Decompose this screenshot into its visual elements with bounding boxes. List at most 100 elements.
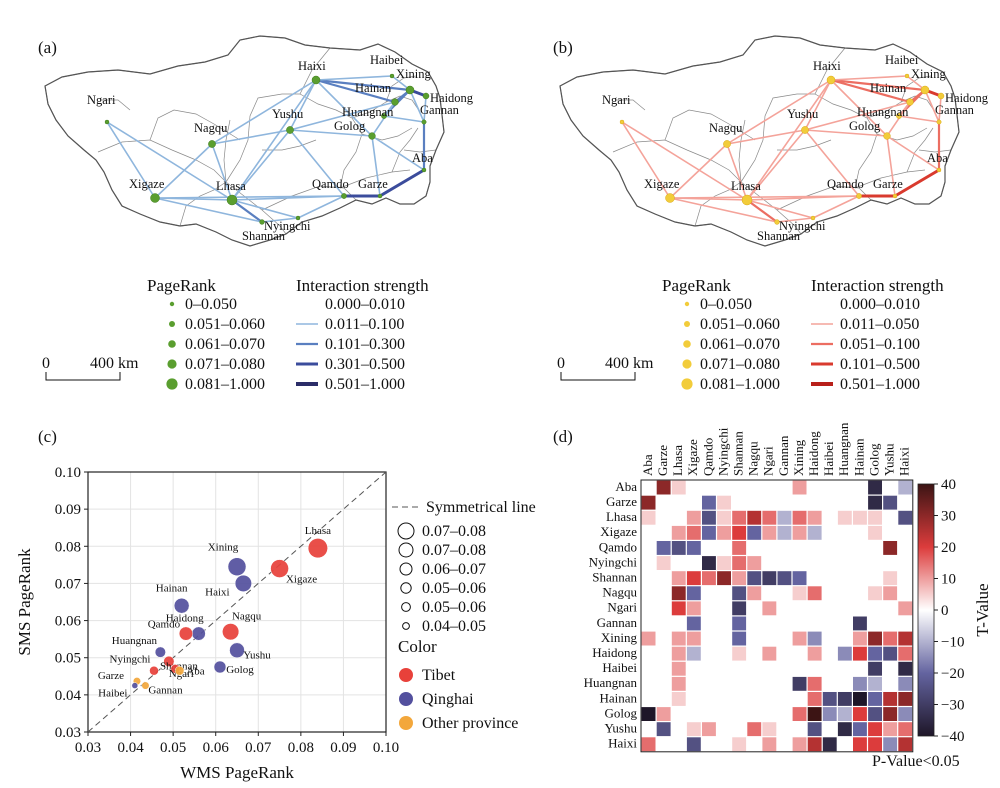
heatmap-cell bbox=[807, 631, 822, 646]
network-edge bbox=[829, 78, 912, 104]
heatmap-cell bbox=[807, 510, 822, 525]
heatmap-col-label: Haibei bbox=[821, 441, 836, 476]
network-edge bbox=[106, 121, 156, 199]
city-label: Lhasa bbox=[731, 179, 761, 193]
heatmap-cell bbox=[656, 480, 671, 495]
heatmap-row-label: Ngari bbox=[607, 600, 637, 615]
network-edge bbox=[621, 121, 671, 199]
scatter-point-label: Golog bbox=[226, 664, 254, 676]
scale-zero: 0 bbox=[557, 355, 565, 372]
city-node bbox=[368, 132, 376, 140]
city-node bbox=[936, 167, 942, 173]
network-edge bbox=[314, 78, 397, 104]
scatter-point-label: Qamdo bbox=[148, 619, 181, 631]
heatmap-cell bbox=[702, 722, 716, 737]
y-tick-label: 0.07 bbox=[55, 576, 82, 592]
city-node bbox=[936, 119, 942, 125]
city-label: Yushu bbox=[787, 107, 819, 121]
heatmap-cell bbox=[747, 586, 762, 601]
network-edge bbox=[829, 78, 927, 92]
region-boundary bbox=[612, 139, 742, 183]
heatmap-cell bbox=[732, 737, 747, 752]
heatmap-cell bbox=[717, 525, 731, 540]
heatmap-cell bbox=[822, 737, 837, 752]
heatmap-cell bbox=[702, 510, 716, 525]
colorbar-tick-label: −30 bbox=[941, 698, 964, 714]
city-node bbox=[311, 75, 321, 85]
scatter-point bbox=[141, 681, 150, 690]
city-node bbox=[381, 113, 387, 119]
city-node bbox=[801, 126, 809, 134]
heatmap-cell bbox=[747, 722, 762, 737]
colorbar-label: T-Value bbox=[973, 583, 992, 636]
legend-pagerank-dot bbox=[681, 378, 693, 390]
heatmap-cell bbox=[883, 692, 898, 706]
heatmap-cell bbox=[837, 510, 852, 525]
legend-interaction-label: 0.051–0.100 bbox=[840, 336, 920, 353]
city-label: Aba bbox=[927, 151, 948, 165]
colorbar-tick-label: −10 bbox=[941, 635, 964, 651]
heatmap-cell bbox=[792, 586, 807, 601]
heatmap-cell bbox=[762, 510, 777, 525]
heatmap-cell bbox=[883, 495, 898, 510]
heatmap-cell bbox=[898, 631, 913, 646]
heatmap-cell bbox=[792, 707, 807, 721]
city-label: Xigaze bbox=[129, 177, 165, 191]
x-tick-label: 0.07 bbox=[245, 740, 272, 756]
province-outline bbox=[559, 35, 960, 247]
scatter-point bbox=[234, 574, 252, 592]
city-node bbox=[937, 92, 945, 100]
heatmap-cell bbox=[762, 571, 777, 586]
region-boundary bbox=[814, 47, 846, 95]
region-boundary bbox=[179, 181, 227, 227]
heatmap-cell bbox=[807, 737, 822, 752]
heatmap-cell bbox=[702, 556, 716, 570]
heatmap-cell bbox=[868, 707, 882, 721]
city-node bbox=[295, 215, 301, 221]
heatmap-cell bbox=[898, 737, 913, 752]
city-node bbox=[896, 113, 902, 119]
heatmap-cell bbox=[868, 495, 882, 510]
region-boundary bbox=[615, 99, 646, 111]
legend-color-dot bbox=[399, 716, 413, 730]
heatmap-cell bbox=[837, 707, 852, 721]
city-label: Nyingchi bbox=[779, 219, 826, 233]
network-edge bbox=[371, 135, 381, 197]
heatmap-cell bbox=[762, 646, 777, 661]
y-tick-label: 0.08 bbox=[55, 539, 81, 555]
scatter-point-label: Garze bbox=[98, 670, 124, 682]
heatmap-cell bbox=[686, 616, 701, 631]
city-node bbox=[208, 140, 216, 148]
city-label: Garze bbox=[358, 177, 388, 191]
legend-color-label: Other province bbox=[422, 715, 518, 732]
city-label: Xining bbox=[911, 67, 946, 81]
heatmap-cell bbox=[732, 541, 747, 555]
legend-pagerank-label: 0.071–0.080 bbox=[185, 356, 265, 373]
legend-pagerank-dot bbox=[682, 359, 692, 369]
scale-label: 400 km bbox=[90, 355, 139, 372]
region-boundary bbox=[900, 75, 932, 103]
legend-pagerank-dot bbox=[169, 301, 175, 307]
city-node bbox=[826, 75, 836, 85]
heatmap-cell bbox=[868, 661, 882, 676]
x-tick-label: 0.09 bbox=[330, 740, 356, 756]
heatmap-cell bbox=[853, 676, 867, 691]
region-boundary bbox=[906, 127, 934, 173]
legend-interaction-label: 0.501–1.000 bbox=[840, 376, 920, 393]
scatter-point-label: Gannan bbox=[148, 685, 183, 697]
city-node bbox=[422, 92, 430, 100]
city-label: Haibei bbox=[885, 53, 919, 67]
scatter-point bbox=[163, 655, 175, 667]
heatmap-cell bbox=[656, 722, 671, 737]
legend-pagerank-label: 0–0.050 bbox=[185, 296, 237, 313]
heatmap-cell bbox=[671, 525, 686, 540]
city-label: Nagqu bbox=[709, 121, 743, 135]
city-node bbox=[341, 193, 347, 199]
network-edge bbox=[211, 129, 291, 145]
heatmap-cell bbox=[792, 525, 807, 540]
city-node bbox=[619, 119, 625, 125]
heatmap-background bbox=[641, 480, 913, 752]
heatmap-cell bbox=[898, 722, 913, 737]
